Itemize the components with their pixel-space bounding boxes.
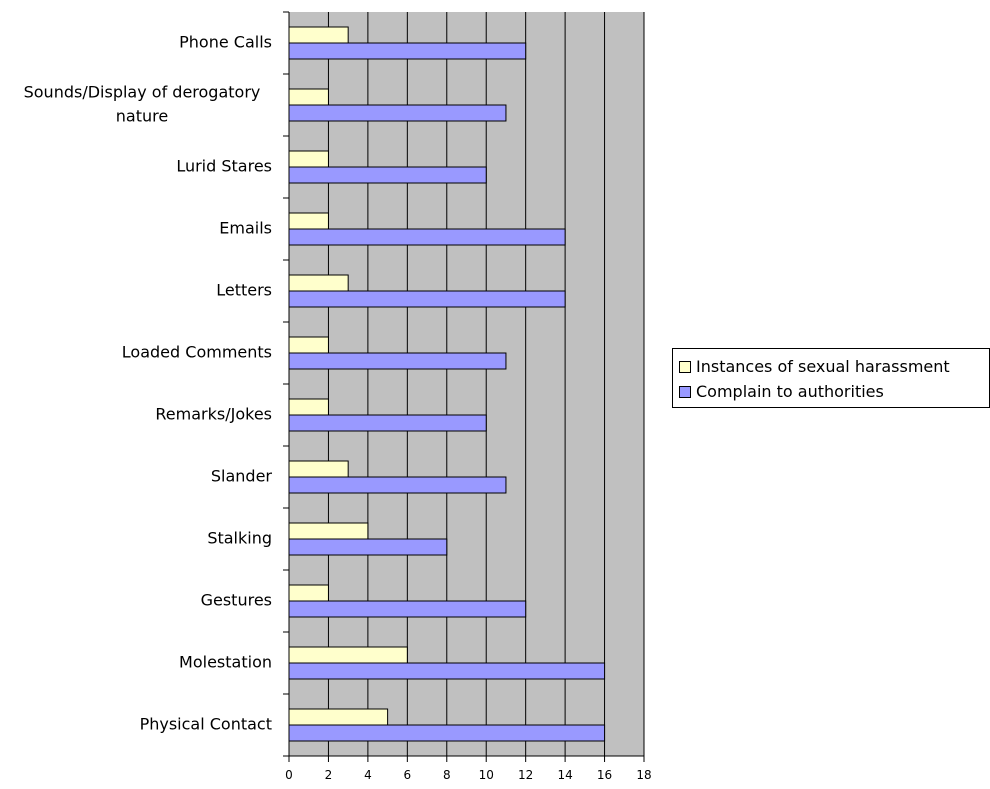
category-label: Letters bbox=[216, 281, 272, 300]
category-label: Phone Calls bbox=[179, 33, 272, 52]
category-label: Physical Contact bbox=[140, 715, 272, 734]
legend-label-complain: Complain to authorities bbox=[696, 382, 884, 401]
x-tick-label: 18 bbox=[636, 768, 651, 782]
legend-item-complain: Complain to authorities bbox=[679, 379, 989, 404]
bar-complain bbox=[288, 290, 566, 308]
legend-label-instances: Instances of sexual harassment bbox=[696, 357, 950, 376]
bar-complain bbox=[288, 104, 507, 122]
bar-instances bbox=[288, 150, 329, 168]
bar-instances bbox=[288, 398, 329, 416]
x-tick-label: 2 bbox=[325, 768, 333, 782]
bar-complain bbox=[288, 600, 527, 618]
category-label: Molestation bbox=[179, 653, 272, 672]
bar-instances bbox=[288, 336, 329, 354]
x-tick-label: 16 bbox=[597, 768, 612, 782]
category-labels: Phone Calls Sounds/Display of derogatory n… bbox=[24, 33, 273, 734]
x-tick-label: 14 bbox=[557, 768, 572, 782]
gridlines bbox=[327, 12, 645, 756]
category-label: Lurid Stares bbox=[176, 157, 272, 176]
bar-complain bbox=[288, 166, 487, 184]
plot-area bbox=[289, 12, 644, 756]
bar-instances bbox=[288, 212, 329, 230]
bar-instances bbox=[288, 584, 329, 602]
x-tick-label: 10 bbox=[479, 768, 494, 782]
bar-complain bbox=[288, 476, 507, 494]
bar-complain bbox=[288, 538, 448, 556]
bar-instances bbox=[288, 646, 408, 664]
x-tick-label: 8 bbox=[443, 768, 451, 782]
category-label: Emails bbox=[219, 219, 272, 238]
legend: Instances of sexual harassment Complain … bbox=[672, 348, 990, 408]
bar-complain bbox=[288, 42, 527, 60]
legend-swatch-instances bbox=[679, 360, 691, 373]
bar-complain bbox=[288, 228, 566, 246]
axes bbox=[283, 11, 645, 762]
category-label: Sounds/Display of derogatory nature bbox=[24, 83, 261, 126]
bar-instances bbox=[288, 460, 349, 478]
bar-complain bbox=[288, 352, 507, 370]
bar-instances bbox=[288, 88, 329, 106]
bar-instances bbox=[288, 274, 349, 292]
bar-complain bbox=[288, 414, 487, 432]
category-label: Remarks/Jokes bbox=[155, 405, 272, 424]
legend-item-instances: Instances of sexual harassment bbox=[679, 354, 989, 379]
x-tick-label: 4 bbox=[364, 768, 372, 782]
category-label: Loaded Comments bbox=[122, 343, 272, 362]
bar-complain bbox=[288, 662, 606, 680]
x-tick-label: 12 bbox=[518, 768, 533, 782]
bar-instances bbox=[288, 522, 369, 540]
category-label: Slander bbox=[211, 467, 273, 486]
category-label: Stalking bbox=[207, 529, 272, 548]
tick-labels: 0 2 4 6 8 10 12 14 16 18 bbox=[285, 768, 651, 782]
bar-complain bbox=[288, 724, 606, 742]
x-tick-label: 0 bbox=[285, 768, 293, 782]
bar-instances bbox=[288, 708, 389, 726]
bar-instances bbox=[288, 26, 349, 44]
category-label: Gestures bbox=[201, 591, 272, 610]
legend-swatch-complain bbox=[679, 385, 691, 398]
x-tick-label: 6 bbox=[404, 768, 412, 782]
